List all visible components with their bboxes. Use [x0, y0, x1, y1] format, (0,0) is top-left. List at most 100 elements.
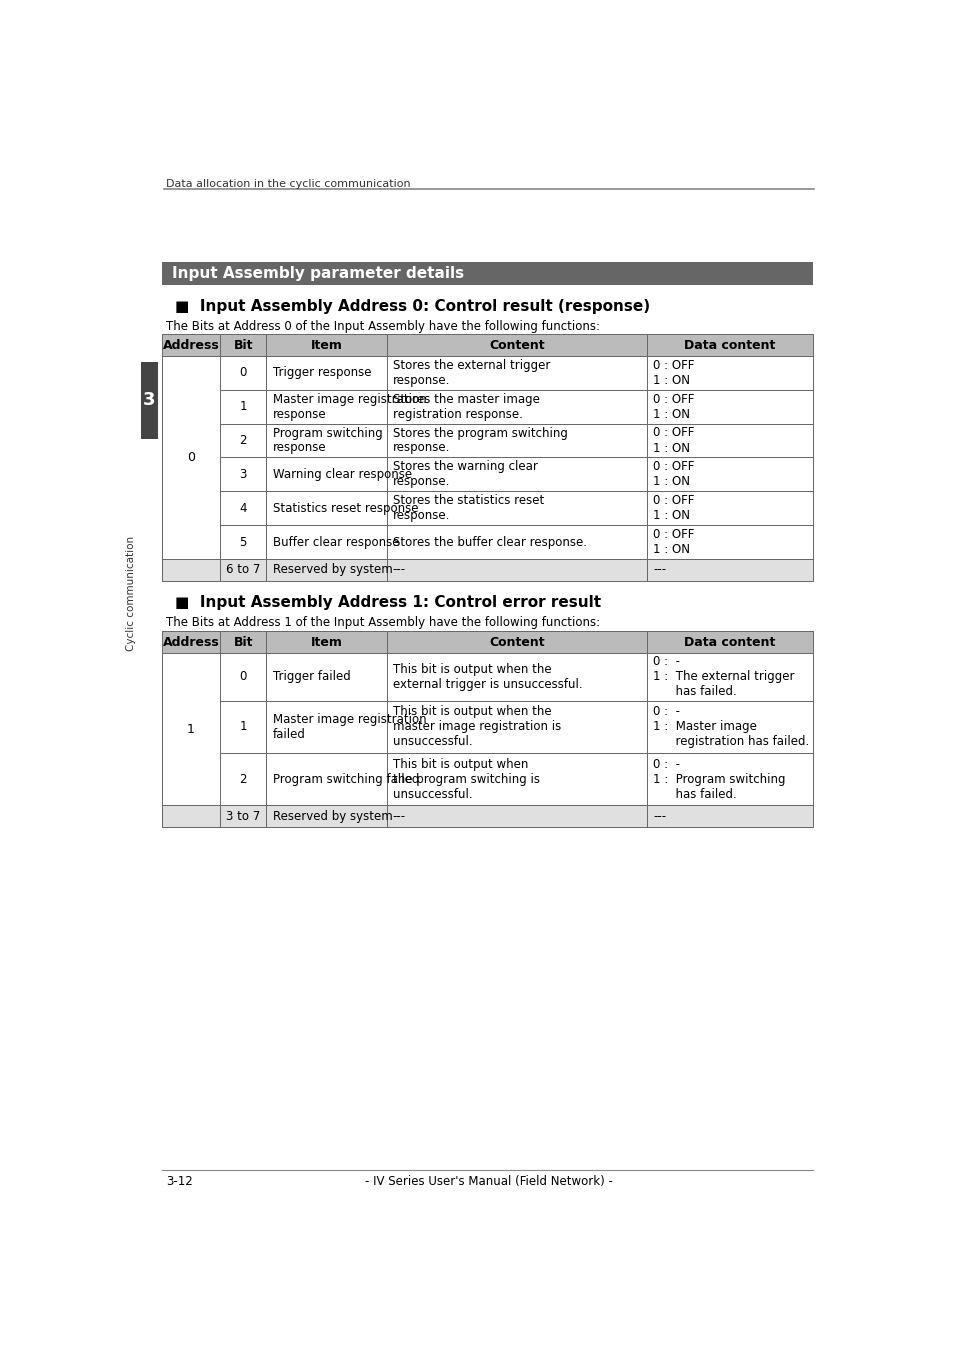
Text: Address: Address: [162, 636, 219, 648]
Text: ■  Input Assembly Address 0: Control result (response): ■ Input Assembly Address 0: Control resu…: [174, 299, 650, 314]
Text: 3: 3: [143, 391, 155, 410]
Text: 0 :  -
1 :  The external trigger
      has failed.: 0 : - 1 : The external trigger has faile…: [653, 655, 794, 698]
Text: Master image registration
response: Master image registration response: [273, 392, 426, 421]
Bar: [220, 559, 266, 581]
Bar: [386, 559, 646, 581]
Bar: [266, 652, 386, 701]
Text: Reserved by system: Reserved by system: [273, 810, 392, 822]
Bar: [220, 526, 266, 559]
Bar: [386, 631, 646, 652]
Bar: [266, 754, 386, 806]
Bar: [220, 356, 266, 390]
Text: Stores the program switching
response.: Stores the program switching response.: [393, 426, 567, 454]
Bar: [266, 559, 386, 581]
Text: 0: 0: [187, 452, 194, 464]
Text: 0 : OFF
1 : ON: 0 : OFF 1 : ON: [653, 461, 694, 488]
Bar: [162, 262, 812, 284]
Text: 4: 4: [239, 501, 247, 515]
Text: 0 :  -
1 :  Program switching
      has failed.: 0 : - 1 : Program switching has failed.: [653, 758, 785, 801]
Text: ---: ---: [393, 563, 406, 577]
Text: 2: 2: [239, 434, 247, 448]
Text: ---: ---: [393, 810, 406, 822]
Bar: [220, 423, 266, 457]
Bar: [386, 754, 646, 806]
Text: Program switching
response: Program switching response: [273, 426, 382, 454]
Text: 3: 3: [239, 468, 247, 481]
Text: ---: ---: [653, 810, 665, 822]
Text: 1: 1: [239, 720, 247, 733]
Bar: [220, 491, 266, 526]
Text: Input Assembly parameter details: Input Assembly parameter details: [172, 266, 463, 280]
Bar: [220, 701, 266, 754]
Bar: [162, 390, 220, 423]
Text: Reserved by system: Reserved by system: [273, 563, 392, 577]
Bar: [220, 806, 266, 828]
Text: Master image registration
failed: Master image registration failed: [273, 713, 426, 741]
Bar: [220, 457, 266, 491]
Text: Content: Content: [489, 338, 544, 352]
Text: 1: 1: [239, 400, 247, 412]
Text: Warning clear response: Warning clear response: [273, 468, 412, 481]
Text: ■  Input Assembly Address 1: Control error result: ■ Input Assembly Address 1: Control erro…: [174, 594, 600, 609]
Text: 0 : OFF
1 : ON: 0 : OFF 1 : ON: [653, 528, 694, 557]
Text: Statistics reset response: Statistics reset response: [273, 501, 417, 515]
Bar: [646, 754, 812, 806]
Text: The Bits at Address 1 of the Input Assembly have the following functions:: The Bits at Address 1 of the Input Assem…: [166, 616, 599, 630]
Bar: [646, 334, 812, 356]
Bar: [386, 491, 646, 526]
Bar: [386, 356, 646, 390]
Text: The Bits at Address 0 of the Input Assembly have the following functions:: The Bits at Address 0 of the Input Assem…: [166, 319, 599, 333]
Text: Address: Address: [162, 338, 219, 352]
Text: Stores the master image
registration response.: Stores the master image registration res…: [393, 392, 539, 421]
Bar: [646, 423, 812, 457]
Text: This bit is output when the
external trigger is unsuccessful.: This bit is output when the external tri…: [393, 663, 582, 692]
Text: Stores the statistics reset
response.: Stores the statistics reset response.: [393, 495, 543, 522]
Bar: [646, 491, 812, 526]
Text: Item: Item: [311, 338, 342, 352]
Bar: [162, 631, 220, 652]
Bar: [162, 559, 220, 581]
Bar: [386, 701, 646, 754]
Bar: [162, 356, 220, 390]
Bar: [646, 356, 812, 390]
Bar: [386, 390, 646, 423]
Bar: [646, 806, 812, 828]
Bar: [162, 701, 220, 754]
Bar: [162, 652, 220, 828]
Bar: [646, 631, 812, 652]
Text: Data content: Data content: [683, 636, 775, 648]
Text: 2: 2: [239, 772, 247, 786]
Text: Bit: Bit: [233, 636, 253, 648]
Bar: [141, 363, 158, 439]
Bar: [386, 423, 646, 457]
Bar: [162, 559, 220, 581]
Text: Data allocation in the cyclic communication: Data allocation in the cyclic communicat…: [166, 179, 410, 189]
Text: 0 : OFF
1 : ON: 0 : OFF 1 : ON: [653, 359, 694, 387]
Text: 0 : OFF
1 : ON: 0 : OFF 1 : ON: [653, 495, 694, 522]
Text: 3 to 7: 3 to 7: [226, 810, 260, 822]
Text: - IV Series User's Manual (Field Network) -: - IV Series User's Manual (Field Network…: [365, 1174, 612, 1188]
Text: 1: 1: [187, 723, 194, 736]
Text: This bit is output when
the program switching is
unsuccessful.: This bit is output when the program swit…: [393, 758, 539, 801]
Bar: [386, 806, 646, 828]
Text: 0 : OFF
1 : ON: 0 : OFF 1 : ON: [653, 426, 694, 454]
Text: 0 :  -
1 :  Master image
      registration has failed.: 0 : - 1 : Master image registration has …: [653, 705, 809, 748]
Bar: [266, 334, 386, 356]
Text: 3-12: 3-12: [166, 1174, 193, 1188]
Text: Stores the buffer clear response.: Stores the buffer clear response.: [393, 535, 586, 549]
Bar: [162, 334, 220, 356]
Bar: [266, 491, 386, 526]
Text: Data content: Data content: [683, 338, 775, 352]
Bar: [266, 631, 386, 652]
Text: Content: Content: [489, 636, 544, 648]
Bar: [266, 526, 386, 559]
Text: Item: Item: [311, 636, 342, 648]
Bar: [386, 652, 646, 701]
Bar: [162, 423, 220, 457]
Bar: [266, 390, 386, 423]
Bar: [162, 526, 220, 559]
Bar: [220, 334, 266, 356]
Text: Stores the warning clear
response.: Stores the warning clear response.: [393, 461, 537, 488]
Bar: [266, 356, 386, 390]
Bar: [266, 806, 386, 828]
